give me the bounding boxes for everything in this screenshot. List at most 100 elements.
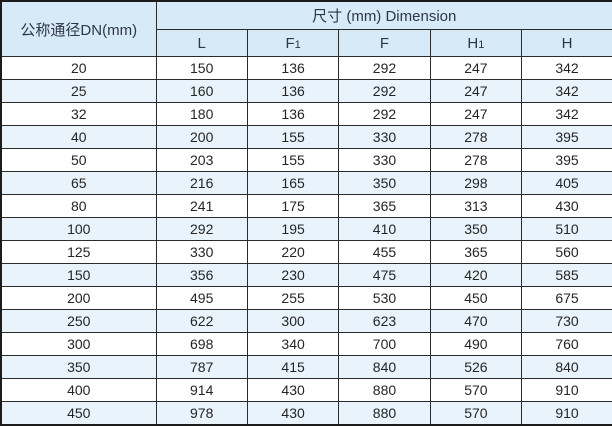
value-cell: 278	[429, 125, 523, 149]
dn-cell: 250	[0, 309, 157, 333]
value-cell: 136	[246, 56, 340, 80]
value-cell: 298	[429, 171, 523, 195]
value-cell: 450	[429, 286, 523, 310]
value-cell: 510	[521, 217, 612, 241]
value-cell: 292	[338, 79, 431, 103]
column-label-subscript: 1	[478, 38, 485, 51]
column-label: L	[197, 34, 206, 52]
table-row: 450 978 430 880 570 910	[0, 401, 612, 426]
table-row: 80 241 175 365 313 430	[0, 194, 612, 218]
value-cell: 622	[155, 309, 248, 333]
table-row: 200 495 255 530 450 675	[0, 286, 612, 310]
value-cell: 910	[521, 401, 612, 426]
dn-cell: 80	[0, 194, 157, 218]
value-cell: 570	[429, 378, 523, 402]
dimension-column-header: H1	[429, 29, 523, 57]
value-cell: 292	[155, 217, 248, 241]
value-cell: 455	[338, 240, 431, 264]
value-cell: 430	[246, 378, 340, 402]
dn-cell: 350	[0, 355, 157, 379]
value-cell: 155	[246, 125, 340, 149]
dn-cell: 65	[0, 171, 157, 195]
value-cell: 350	[429, 217, 523, 241]
table-row: 350 787 415 840 526 840	[0, 355, 612, 379]
value-cell: 330	[338, 148, 431, 172]
value-cell: 247	[429, 79, 523, 103]
value-cell: 365	[338, 194, 431, 218]
dn-column-header: 公称通径DN(mm)	[0, 0, 157, 57]
table-row: 40 200 155 330 278 395	[0, 125, 612, 149]
table-row: 32 180 136 292 247 342	[0, 102, 612, 126]
value-cell: 165	[246, 171, 340, 195]
value-cell: 230	[246, 263, 340, 287]
dimension-column-header: H	[521, 29, 612, 57]
header-row-top: 公称通径DN(mm) 尺寸 (mm) Dimension	[0, 0, 612, 57]
value-cell: 730	[521, 309, 612, 333]
value-cell: 470	[429, 309, 523, 333]
dn-cell: 50	[0, 148, 157, 172]
value-cell: 475	[338, 263, 431, 287]
value-cell: 395	[521, 125, 612, 149]
table-row: 65 216 165 350 298 405	[0, 171, 612, 195]
value-cell: 342	[521, 79, 612, 103]
dn-cell: 400	[0, 378, 157, 402]
value-cell: 910	[521, 378, 612, 402]
value-cell: 150	[155, 56, 248, 80]
dimension-column-header: F	[338, 29, 431, 57]
dimension-group-header: 尺寸 (mm) Dimension	[155, 0, 612, 30]
value-cell: 760	[521, 332, 612, 356]
table-row: 300 698 340 700 490 760	[0, 332, 612, 356]
value-cell: 330	[155, 240, 248, 264]
value-cell: 247	[429, 102, 523, 126]
value-cell: 136	[246, 79, 340, 103]
value-cell: 175	[246, 194, 340, 218]
value-cell: 292	[338, 56, 431, 80]
value-cell: 180	[155, 102, 248, 126]
value-cell: 247	[429, 56, 523, 80]
value-cell: 195	[246, 217, 340, 241]
value-cell: 330	[338, 125, 431, 149]
value-cell: 490	[429, 332, 523, 356]
table-row: 250 622 300 623 470 730	[0, 309, 612, 333]
value-cell: 342	[521, 102, 612, 126]
value-cell: 365	[429, 240, 523, 264]
dn-cell: 32	[0, 102, 157, 126]
value-cell: 430	[246, 401, 340, 426]
value-cell: 623	[338, 309, 431, 333]
column-label: F	[379, 34, 390, 52]
dimension-column-header: L	[155, 29, 248, 57]
table-row: 100 292 195 410 350 510	[0, 217, 612, 241]
value-cell: 560	[521, 240, 612, 264]
value-cell: 585	[521, 263, 612, 287]
value-cell: 880	[338, 401, 431, 426]
value-cell: 136	[246, 102, 340, 126]
value-cell: 278	[429, 148, 523, 172]
dn-cell: 40	[0, 125, 157, 149]
value-cell: 220	[246, 240, 340, 264]
table-row: 20 150 136 292 247 342	[0, 56, 612, 80]
dn-cell: 25	[0, 79, 157, 103]
value-cell: 978	[155, 401, 248, 426]
dn-cell: 300	[0, 332, 157, 356]
table-row: 150 356 230 475 420 585	[0, 263, 612, 287]
value-cell: 430	[521, 194, 612, 218]
table-row: 125 330 220 455 365 560	[0, 240, 612, 264]
dn-cell: 450	[0, 401, 157, 426]
dn-cell: 100	[0, 217, 157, 241]
value-cell: 530	[338, 286, 431, 310]
value-cell: 160	[155, 79, 248, 103]
value-cell: 570	[429, 401, 523, 426]
value-cell: 340	[246, 332, 340, 356]
table-header: 公称通径DN(mm) 尺寸 (mm) Dimension L F1 F H1 H	[0, 0, 612, 57]
value-cell: 787	[155, 355, 248, 379]
column-label-subscript: 1	[294, 38, 301, 51]
dn-cell: 200	[0, 286, 157, 310]
value-cell: 495	[155, 286, 248, 310]
value-cell: 300	[246, 309, 340, 333]
value-cell: 200	[155, 125, 248, 149]
value-cell: 700	[338, 332, 431, 356]
value-cell: 350	[338, 171, 431, 195]
value-cell: 840	[338, 355, 431, 379]
